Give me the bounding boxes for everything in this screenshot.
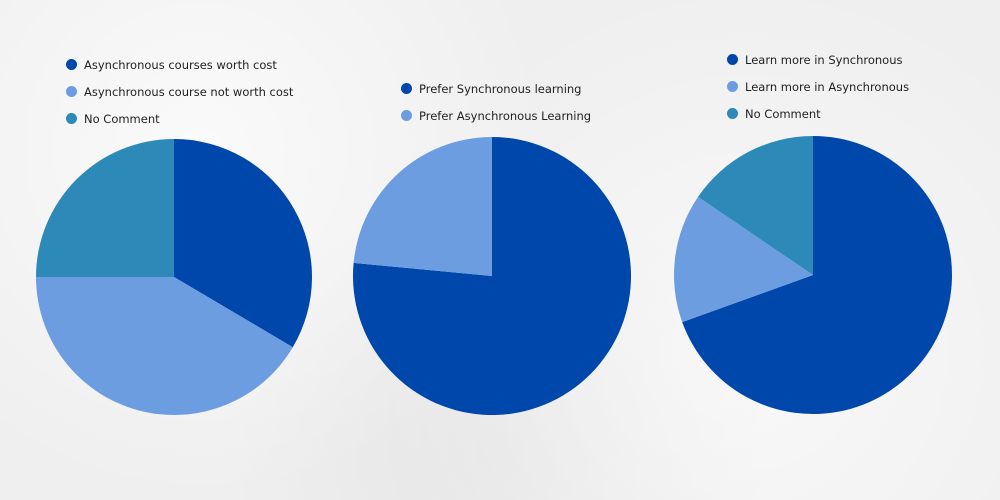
legend-item: No Comment — [727, 100, 909, 127]
pie-slice — [36, 277, 293, 415]
legend-swatch — [401, 83, 412, 94]
legend-label: Asynchronous course not worth cost — [84, 84, 294, 99]
legend-swatch — [727, 108, 738, 119]
chart-3-legend: Learn more in Synchronous Learn more in … — [727, 46, 909, 127]
legend-swatch — [727, 54, 738, 65]
legend-item: No Comment — [66, 105, 293, 132]
pie-slice — [698, 136, 813, 275]
pie-slice — [174, 139, 312, 348]
legend-swatch — [66, 86, 77, 97]
legend-item: Learn more in Asynchronous — [727, 73, 909, 100]
chart-2-legend: Prefer Synchronous learning Prefer Async… — [401, 75, 591, 129]
chart-1-legend: Asynchronous courses worth cost Asynchro… — [66, 51, 293, 132]
legend-label: No Comment — [745, 106, 821, 121]
legend-swatch — [66, 59, 77, 70]
legend-swatch — [727, 81, 738, 92]
legend-label: Prefer Synchronous learning — [419, 81, 582, 96]
legend-item: Asynchronous course not worth cost — [66, 78, 293, 105]
legend-item: Prefer Synchronous learning — [401, 75, 591, 102]
legend-item: Learn more in Synchronous — [727, 46, 909, 73]
pie-slice — [36, 139, 174, 277]
pie-slice — [353, 137, 492, 276]
legend-label: Learn more in Asynchronous — [745, 79, 910, 94]
legend-item: Prefer Asynchronous Learning — [401, 102, 591, 129]
legend-item: Asynchronous courses worth cost — [66, 51, 293, 78]
pie-slice — [674, 196, 813, 323]
legend-label: Prefer Asynchronous Learning — [419, 108, 592, 123]
legend-swatch — [66, 113, 77, 124]
pie-slice — [682, 136, 953, 414]
legend-label: Asynchronous courses worth cost — [84, 57, 277, 72]
legend-label: Learn more in Synchronous — [745, 52, 903, 67]
legend-swatch — [401, 110, 412, 121]
legend-label: No Comment — [84, 111, 160, 126]
